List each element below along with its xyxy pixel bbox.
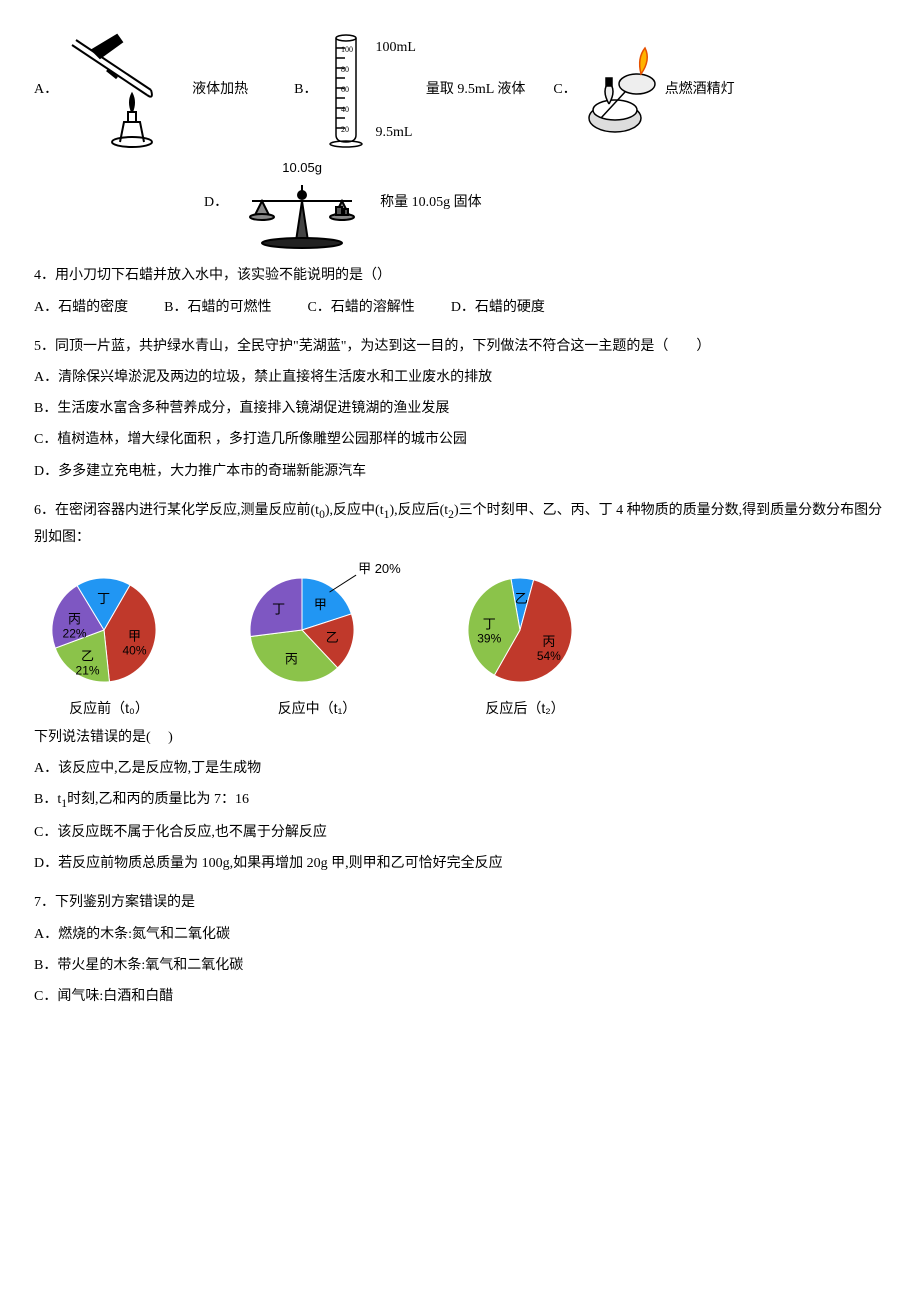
svg-text:丙: 丙 (285, 651, 298, 666)
pie-t1: 甲 甲 20% 乙丙 丁 反应中（t₁） (232, 560, 402, 721)
svg-text:100: 100 (341, 45, 353, 54)
svg-text:甲 20%: 甲 20% (358, 561, 401, 576)
pie-t1-caption: 反应中（t₁） (278, 696, 357, 721)
q6-after: 下列说法错误的是( ) (34, 725, 886, 750)
q7-stem: 7．下列鉴别方案错误的是 (34, 890, 886, 915)
q6-stem-c: ),反应后(t (389, 503, 448, 518)
graduated-cylinder-icon: 100 80 60 40 20 (321, 30, 371, 150)
svg-text:54%: 54% (537, 649, 561, 663)
pie-t2-svg: 乙丙54% 丁39% (450, 560, 600, 690)
q4-b: B．石蜡的可燃性 (164, 295, 271, 320)
pie-t0-svg: 甲40% 乙21% 丙22% 丁 (34, 560, 184, 690)
q3-b-text: 量取 9.5mL 液体 (426, 77, 525, 102)
q4-stem: 4．用小刀切下石蜡并放入水中，该实验不能说明的是（） (34, 263, 886, 288)
pie-charts: 甲40%乙21%丙22%丁 反应前（t₀） 甲甲 20%乙丙丁 反应中（t₁） … (34, 560, 886, 721)
q3-c-label: C． (553, 77, 576, 102)
q5-b: B．生活废水富含多种营养成分，直接排入镜湖促进镜湖的渔业发展 (34, 396, 886, 421)
svg-text:甲: 甲 (314, 596, 327, 611)
pie-t0-caption: 反应前（t₀） (69, 696, 149, 721)
q3-d-label: D． (204, 190, 228, 215)
q5-a: A．清除保兴埠淤泥及两边的垃圾，禁止直接将生活废水和工业废水的排放 (34, 365, 886, 390)
q6-b-b: 时刻,乙和丙的质量比为 7：16 (67, 792, 249, 807)
svg-text:乙: 乙 (326, 629, 339, 644)
svg-text:乙: 乙 (515, 591, 528, 606)
q5-d: D．多多建立充电桩，大力推广本市的奇瑞新能源汽车 (34, 459, 886, 484)
q3-row1: A． 液体加热 B． 100 80 60 (34, 30, 886, 150)
pie-t2-caption: 反应后（t₂） (485, 696, 564, 721)
svg-text:丁: 丁 (483, 616, 496, 631)
balance-reading: 10.05g (282, 156, 322, 179)
balance-scale-icon (232, 179, 372, 249)
cylinder-bottom-label: 9.5mL (375, 120, 415, 145)
svg-text:80: 80 (341, 65, 349, 74)
q6-stem-b: ),反应中(t (325, 503, 384, 518)
q6-c: C．该反应既不属于化合反应,也不属于分解反应 (34, 820, 886, 845)
q3-a-text: 液体加热 (192, 77, 248, 102)
cylinder-top-label: 100mL (375, 35, 415, 60)
svg-text:20: 20 (341, 125, 349, 134)
q6-b-a: B．t (34, 792, 61, 807)
svg-text:丙: 丙 (542, 634, 555, 649)
q6-b: B．t1时刻,乙和丙的质量比为 7：16 (34, 787, 886, 814)
q4-a: A．石蜡的密度 (34, 295, 128, 320)
q6-a: A．该反应中,乙是反应物,丁是生成物 (34, 756, 886, 781)
alcohol-lamp-icon (581, 40, 665, 140)
pie-t0: 甲40% 乙21% 丙22% 丁 反应前（t₀） (34, 560, 184, 721)
q5-c: C．植树造林，增大绿化面积 ，多打造几所像雕塑公园那样的城市公园 (34, 427, 886, 452)
q4-c: C．石蜡的溶解性 (307, 295, 414, 320)
test-tube-heating-icon (62, 30, 192, 150)
svg-text:乙: 乙 (81, 648, 94, 663)
q3-row2: D． 10.05g 称量 10.05g 固体 (204, 156, 886, 249)
pie-t1-svg: 甲 甲 20% 乙丙 丁 (232, 560, 402, 690)
svg-text:甲: 甲 (128, 628, 141, 643)
q3-d-text: 称量 10.05g 固体 (380, 190, 482, 215)
q7-b: B．带火星的木条:氧气和二氧化碳 (34, 953, 886, 978)
pie-t2: 乙丙54% 丁39% 反应后（t₂） (450, 560, 600, 721)
cylinder-labels: 100mL 9.5mL (375, 35, 415, 145)
svg-text:60: 60 (341, 85, 349, 94)
q4-options: A．石蜡的密度 B．石蜡的可燃性 C．石蜡的溶解性 D．石蜡的硬度 (34, 295, 886, 320)
q6-stem: 6．在密闭容器内进行某化学反应,测量反应前(t0),反应中(t1),反应后(t2… (34, 498, 886, 550)
svg-text:40: 40 (341, 105, 349, 114)
q6-stem-a: 6．在密闭容器内进行某化学反应,测量反应前(t (34, 503, 319, 518)
q3-b-label: B． (294, 77, 317, 102)
svg-text:22%: 22% (63, 626, 87, 640)
q4-d: D．石蜡的硬度 (451, 295, 545, 320)
svg-text:丙: 丙 (68, 611, 81, 626)
q7-a: A．燃烧的木条:氮气和二氧化碳 (34, 922, 886, 947)
svg-text:39%: 39% (477, 631, 501, 645)
svg-text:21%: 21% (76, 663, 100, 677)
svg-text:丁: 丁 (272, 601, 285, 616)
q3-a-label: A． (34, 77, 58, 102)
q3-c-text: 点燃酒精灯 (665, 77, 735, 102)
q7-c: C．闻气味:白酒和白醋 (34, 984, 886, 1009)
q5-stem: 5．同顶一片蓝，共护绿水青山，全民守护"芜湖蓝"，为达到这一目的，下列做法不符合… (34, 334, 886, 359)
svg-text:40%: 40% (123, 643, 147, 657)
q6-d: D．若反应前物质总质量为 100g,如果再增加 20g 甲,则甲和乙可恰好完全反… (34, 851, 886, 876)
svg-text:丁: 丁 (97, 590, 110, 605)
